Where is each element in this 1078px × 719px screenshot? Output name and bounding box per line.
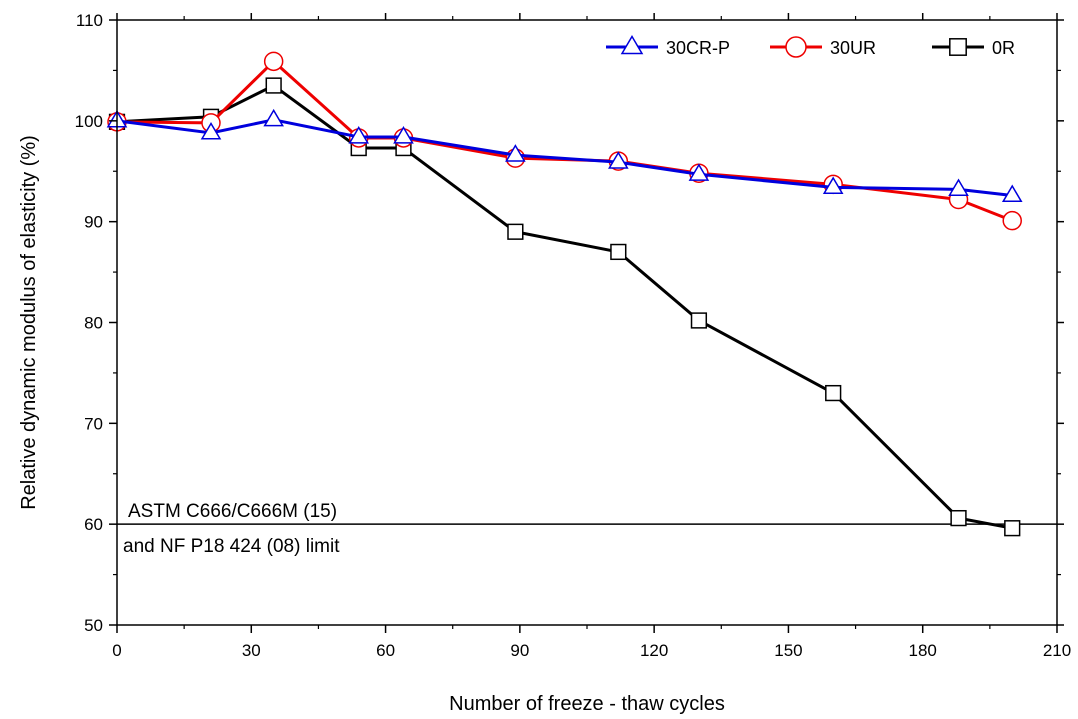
legend-label: 30CR-P	[666, 38, 730, 58]
legend: 30CR-P 30UR 0R	[606, 35, 1015, 58]
triangle-marker	[393, 126, 414, 144]
y-tick-label: 110	[76, 11, 103, 30]
x-tick-label: 30	[242, 641, 261, 660]
y-tick-label: 90	[84, 213, 103, 232]
series-30cr-p	[106, 108, 1023, 203]
circle-marker	[1002, 210, 1022, 231]
triangle-marker	[1001, 184, 1023, 203]
x-tick-label: 180	[909, 641, 937, 660]
circle-marker	[785, 36, 807, 58]
series-0r	[108, 77, 1021, 537]
square-marker	[825, 384, 842, 402]
y-tick-label: 60	[84, 515, 103, 534]
series-line	[116, 118, 1013, 197]
series-line	[116, 84, 1013, 530]
legend-item-0r: 0R	[932, 38, 1015, 58]
series-layer	[106, 51, 1023, 537]
plot-area-frame	[116, 19, 1058, 626]
y-tick-label: 80	[84, 314, 103, 333]
legend-label: 30UR	[830, 38, 876, 58]
legend-item-30cr-p: 30CR-P	[606, 35, 730, 58]
series-line	[116, 59, 1013, 223]
triangle-marker	[948, 178, 969, 197]
triangle-marker	[822, 176, 844, 194]
x-tick-label: 210	[1043, 641, 1071, 660]
limit-label-line1: ASTM C666/C666M (15)	[128, 501, 337, 522]
axis-ticks: 0 30 60 90 120 150 180 210 50 60 70 80 90 100 110	[75, 11, 1072, 660]
x-tick-label: 90	[510, 641, 529, 660]
x-tick-label: 60	[376, 641, 395, 660]
x-tick-label: 150	[774, 641, 802, 660]
y-tick-label: 100	[75, 112, 103, 131]
square-marker	[1004, 520, 1021, 537]
y-tick-label: 70	[84, 414, 103, 433]
legend-label: 0R	[992, 38, 1015, 58]
y-axis-label: Relative dynamic modulus of elasticity (…	[18, 135, 40, 510]
triangle-marker	[505, 144, 526, 162]
x-axis-label: Number of freeze - thaw cycles	[449, 693, 725, 715]
triangle-marker	[263, 108, 284, 127]
triangle-marker	[620, 35, 644, 55]
x-tick-label: 120	[640, 641, 668, 660]
limit-label-line2: and NF P18 424 (08) limit	[123, 536, 340, 557]
triangle-marker	[608, 151, 629, 169]
legend-item-30ur: 30UR	[770, 36, 876, 58]
circle-marker	[263, 51, 284, 72]
triangle-marker	[200, 122, 222, 140]
square-marker	[690, 312, 708, 329]
y-tick-label: 50	[84, 616, 103, 635]
square-marker	[265, 77, 282, 94]
square-marker	[949, 38, 967, 56]
triangle-marker	[688, 163, 710, 181]
x-tick-label: 0	[112, 641, 121, 660]
square-marker	[610, 243, 627, 261]
square-marker	[950, 509, 967, 527]
limit-annotation: ASTM C666/C666M (15) and NF P18 424 (08)…	[123, 501, 340, 557]
series-30ur	[107, 51, 1022, 231]
triangle-marker	[348, 126, 370, 144]
square-marker	[507, 223, 524, 240]
